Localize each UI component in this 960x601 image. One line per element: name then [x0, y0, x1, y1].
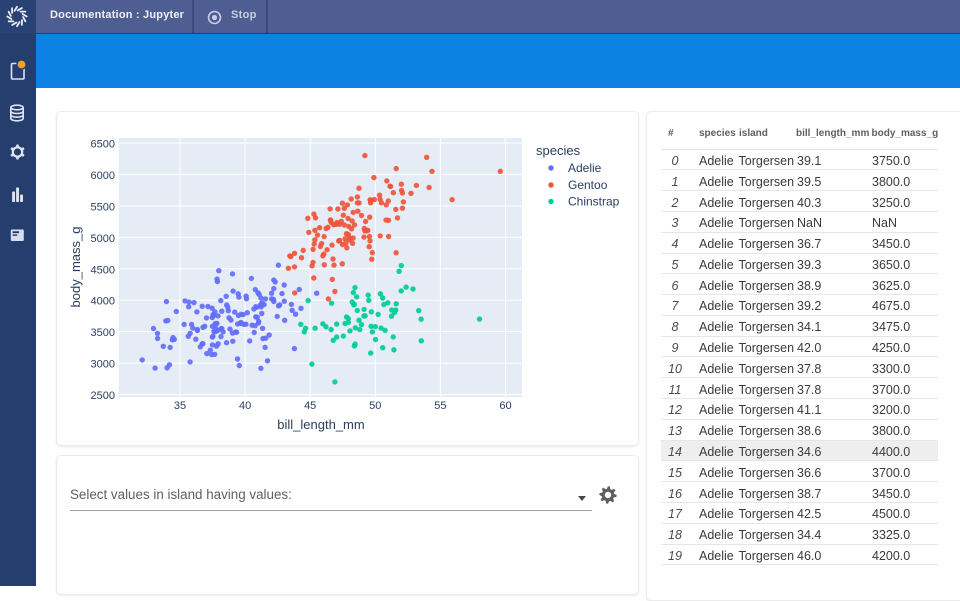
svg-text:Chinstrap: Chinstrap [568, 195, 620, 209]
svg-text:species: species [536, 143, 581, 158]
svg-text:3500: 3500 [91, 327, 115, 339]
svg-text:6000: 6000 [91, 170, 115, 182]
svg-text:45: 45 [304, 400, 316, 412]
svg-text:4000: 4000 [91, 296, 115, 308]
svg-text:60: 60 [499, 400, 511, 412]
svg-text:5000: 5000 [91, 233, 115, 245]
svg-text:40: 40 [239, 400, 251, 412]
svg-text:5500: 5500 [91, 201, 115, 213]
svg-text:55: 55 [434, 400, 446, 412]
svg-text:bill_length_mm: bill_length_mm [277, 417, 364, 432]
svg-text:Adelie: Adelie [568, 161, 602, 175]
svg-text:2500: 2500 [91, 390, 115, 402]
svg-text:35: 35 [174, 400, 186, 412]
svg-text:body_mass_g: body_mass_g [68, 227, 83, 308]
svg-text:6500: 6500 [91, 139, 115, 151]
svg-text:4500: 4500 [91, 264, 115, 276]
svg-text:3000: 3000 [91, 359, 115, 371]
svg-text:Gentoo: Gentoo [568, 178, 608, 192]
svg-text:50: 50 [369, 400, 381, 412]
